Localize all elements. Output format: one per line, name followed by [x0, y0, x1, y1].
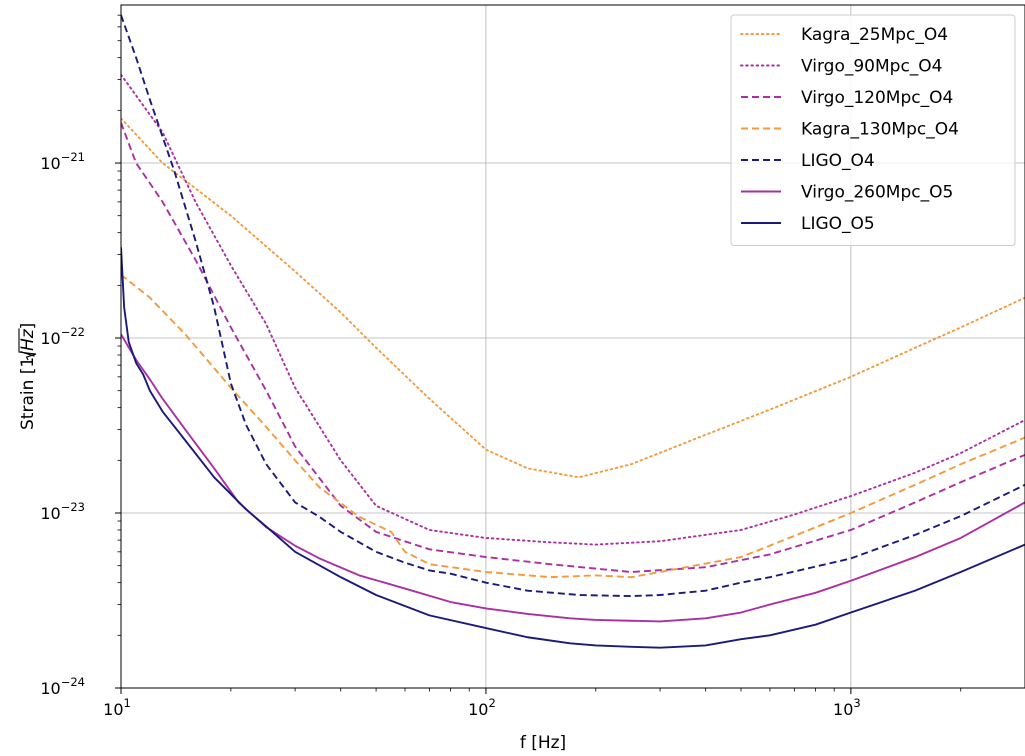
y-tick-label: 10−21 — [40, 150, 85, 173]
x-tick-labels: 101 102 103 — [103, 696, 861, 719]
x-axis-label: f [Hz] — [520, 733, 566, 753]
legend-label: Kagra_25Mpc_O4 — [801, 25, 948, 45]
svg-text:Strain [1/Hz]: Strain [1/Hz] — [18, 323, 38, 430]
data-series — [121, 14, 1025, 649]
series-line-virgo-90mpc-o4 — [121, 73, 1025, 546]
series-line-ligo-o5 — [121, 247, 1025, 649]
y-tick-label: 10−22 — [40, 325, 85, 348]
y-axis-label: Strain [1/Hz] — [18, 323, 38, 430]
x-tick-label: 103 — [833, 696, 861, 719]
legend-label: Virgo_90Mpc_O4 — [801, 57, 943, 77]
x-tick-label: 101 — [103, 696, 131, 719]
series-line-virgo-120mpc-o4 — [121, 122, 1025, 573]
series-line-virgo-260mpc-o5 — [121, 333, 1025, 623]
legend-label: Kagra_130Mpc_O4 — [801, 120, 959, 140]
legend-label: LIGO_O5 — [801, 214, 875, 234]
legend-label: Virgo_120Mpc_O4 — [801, 88, 953, 108]
y-axis-label-radicand: Hz — [18, 328, 38, 351]
axis-ticks — [115, 14, 962, 694]
legend: Kagra_25Mpc_O4 Virgo_90Mpc_O4 Virgo_120Mpc… — [730, 14, 1016, 246]
legend-label: LIGO_O4 — [801, 151, 875, 171]
sqrt-sign-icon — [18, 328, 37, 361]
legend-label: Virgo_260Mpc_O5 — [801, 183, 953, 203]
series-line-ligo-o4 — [121, 14, 1025, 598]
y-tick-labels: 10−24 10−23 10−22 10−21 — [40, 150, 85, 698]
y-axis-label-suffix: ] — [18, 323, 38, 330]
x-tick-label: 102 — [468, 696, 496, 719]
legend-box — [730, 14, 1016, 246]
plot-frame — [120, 4, 1025, 689]
y-tick-label: 10−24 — [40, 675, 85, 698]
y-axis-label-prefix: Strain [1/ — [18, 351, 38, 430]
series-line-kagra-130mpc-o4 — [121, 273, 1025, 579]
y-tick-label: 10−23 — [40, 500, 85, 523]
series-line-kagra-25mpc-o4 — [121, 117, 1025, 479]
